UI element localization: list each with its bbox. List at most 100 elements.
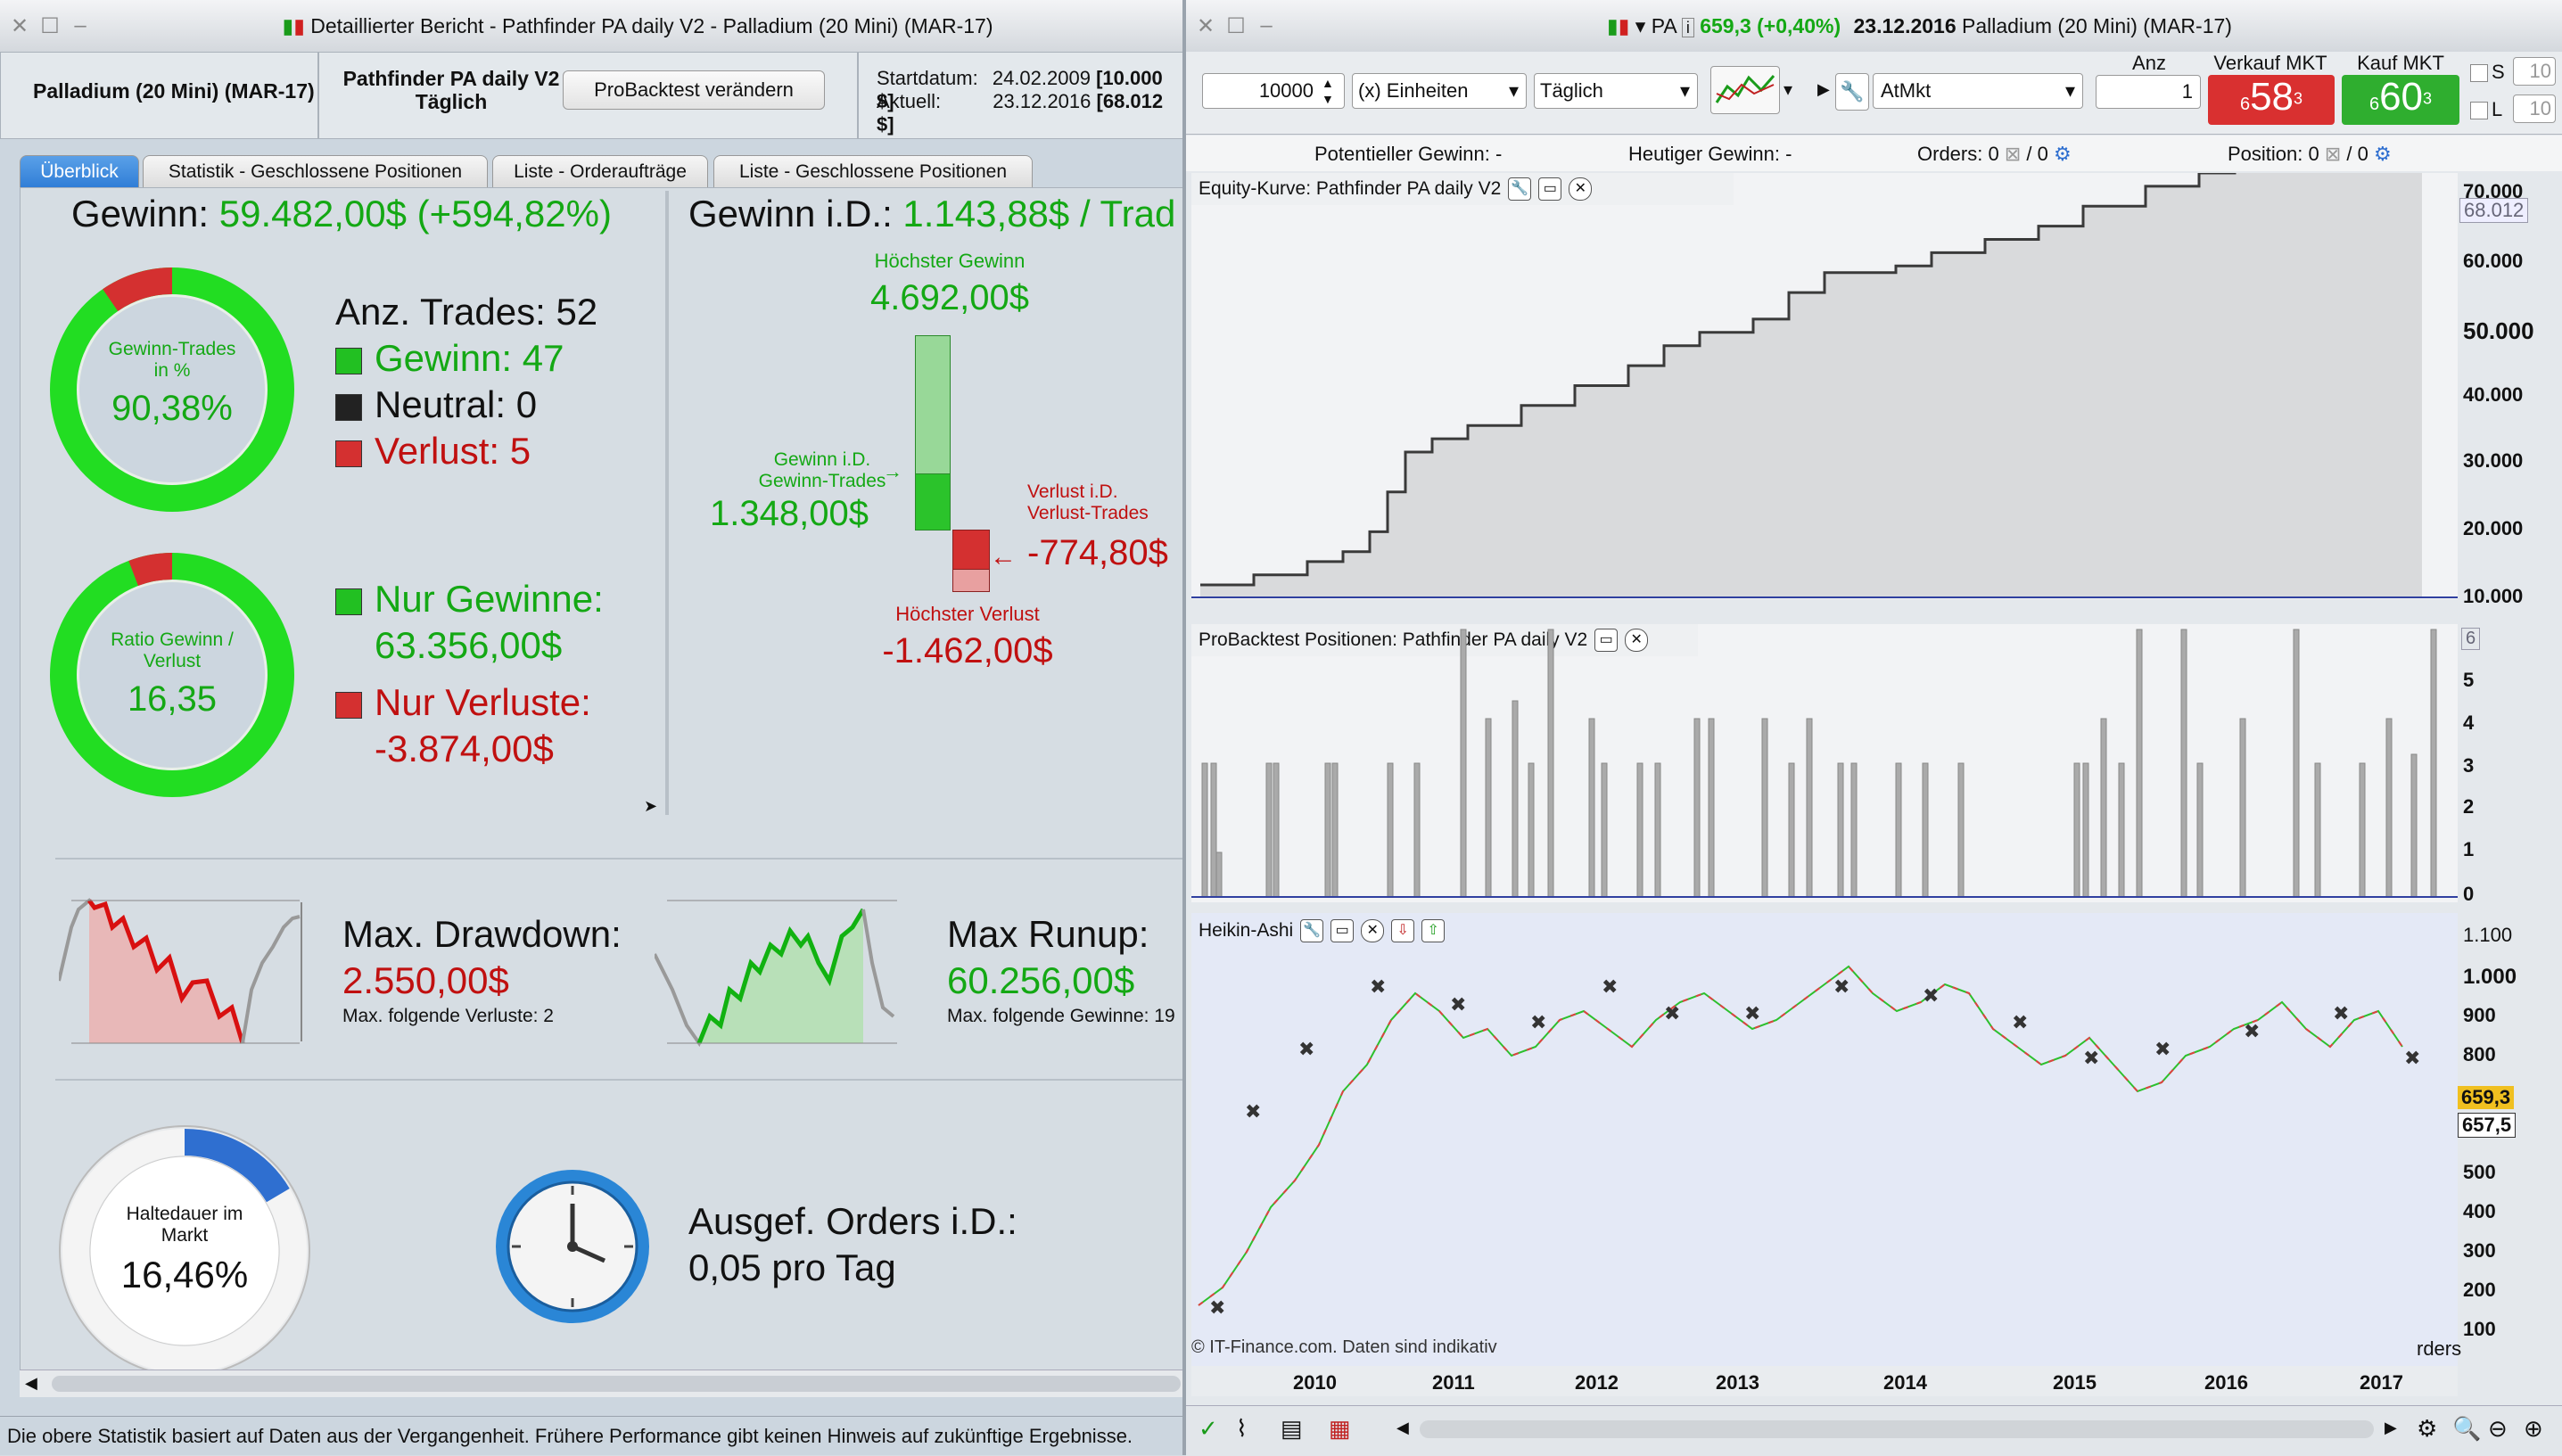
close-icon[interactable]: ✕ bbox=[1361, 919, 1385, 942]
indicator-icon[interactable]: ⌇ bbox=[1236, 1415, 1248, 1442]
zoom-out-icon[interactable]: ⊖ bbox=[2488, 1415, 2508, 1442]
quantity-input[interactable]: 10000 bbox=[1202, 73, 1345, 109]
avg-gain-bar bbox=[915, 473, 951, 531]
window-icon[interactable]: ▭ bbox=[1330, 919, 1355, 942]
chevron-down-icon: ▾ bbox=[1508, 79, 1519, 102]
chevron-down-icon[interactable]: ▾ bbox=[1784, 80, 1793, 100]
position-bar bbox=[1636, 762, 1643, 898]
units-select[interactable]: (x) Einheiten ▾ bbox=[1352, 73, 1527, 109]
anz-input[interactable]: 1 bbox=[2096, 75, 2201, 109]
grid-icon[interactable]: ▦ bbox=[1329, 1415, 1351, 1442]
calculator-icon[interactable]: ▤ bbox=[1281, 1415, 1303, 1442]
buy-prefix: 6 bbox=[2368, 95, 2380, 114]
buy-sup: 3 bbox=[2423, 89, 2433, 108]
tab-order-list[interactable]: Liste - Orderaufträge bbox=[492, 155, 708, 188]
close-icon[interactable]: ✕ bbox=[1625, 629, 1649, 652]
equity-chart bbox=[1191, 173, 2458, 598]
equity-title: Equity-Kurve: Pathfinder PA daily V2 bbox=[1199, 178, 1502, 199]
strategy-name: Pathfinder PA daily V2 bbox=[342, 67, 560, 90]
orders-word: rders bbox=[2417, 1337, 2462, 1360]
year-label: 2012 bbox=[1575, 1371, 1619, 1394]
wrench-icon[interactable]: 🔧 bbox=[1300, 919, 1324, 942]
tab-closed-positions[interactable]: Liste - Geschlossene Positionen bbox=[713, 155, 1033, 188]
gear-icon[interactable]: ⚙ bbox=[2374, 143, 2392, 165]
close-icon[interactable]: ✕ bbox=[1569, 177, 1593, 201]
tab-overview[interactable]: Überblick bbox=[20, 155, 139, 188]
position-bar bbox=[1837, 762, 1844, 898]
position-bar bbox=[1806, 718, 1813, 898]
chart-type-button[interactable] bbox=[1710, 66, 1780, 114]
scrollbar-thumb[interactable] bbox=[52, 1376, 1181, 1392]
equity-tick: 10.000 bbox=[2463, 585, 2524, 607]
start-date-label: Startdatum: bbox=[877, 67, 978, 89]
position-bar bbox=[1708, 718, 1715, 898]
red-square-icon bbox=[335, 440, 362, 467]
settings-icon[interactable]: ⚙ bbox=[2417, 1415, 2438, 1442]
position-bar bbox=[1201, 762, 1208, 898]
current-date: 23.12.2016 bbox=[993, 90, 1092, 112]
info-icon[interactable]: i bbox=[1681, 17, 1694, 37]
minimize-icon[interactable]: ‒ bbox=[1260, 13, 1273, 37]
wrench-icon[interactable]: 🔧 bbox=[1508, 177, 1532, 201]
drawdown-value: 2.550,00$ bbox=[342, 959, 509, 1001]
orders-count: Orders: 0 bbox=[1917, 143, 1999, 165]
green-square-icon bbox=[335, 348, 362, 374]
wins-count: Gewinn: 47 bbox=[375, 337, 564, 379]
position-bar bbox=[1387, 762, 1394, 898]
limit-checkbox[interactable] bbox=[2470, 102, 2488, 119]
report-window: ✕ ☐ ‒ ▮▮ Detaillierter Bericht - Pathfin… bbox=[0, 0, 1184, 1455]
position-bar bbox=[1331, 762, 1339, 898]
cancel-orders-icon[interactable]: ⊠ bbox=[2004, 143, 2022, 165]
dropdown-arrow-icon[interactable]: ▾ bbox=[1635, 13, 1646, 37]
zoom-icon[interactable]: 🔍 bbox=[2452, 1415, 2482, 1442]
maximize-icon[interactable]: ☐ bbox=[40, 13, 60, 38]
horizontal-scrollbar[interactable]: ◀ bbox=[20, 1370, 1184, 1397]
scroll-left-icon[interactable]: ◀ bbox=[25, 1374, 37, 1392]
window-divider[interactable] bbox=[1182, 0, 1188, 1455]
chevron-down-icon: ▾ bbox=[1679, 79, 1690, 102]
maximize-icon[interactable]: ☐ bbox=[1226, 13, 1246, 38]
close-icon[interactable]: ✕ bbox=[10, 13, 29, 38]
modify-backtest-button[interactable]: ProBacktest verändern bbox=[563, 70, 825, 110]
close-position-icon[interactable]: ⊠ bbox=[2324, 143, 2342, 165]
sell-button[interactable]: 6583 bbox=[2208, 75, 2335, 125]
equity-tick: 40.000 bbox=[2463, 383, 2524, 406]
minimize-icon[interactable]: ‒ bbox=[74, 13, 86, 37]
drawdown-label: Max. Drawdown: bbox=[342, 913, 622, 955]
chart-check-icon[interactable]: ✓ bbox=[1199, 1415, 1218, 1442]
only-losses-label: Nur Verluste: bbox=[375, 681, 591, 723]
ratio-donut bbox=[50, 553, 294, 797]
holding-value: 16,46% bbox=[120, 1254, 249, 1296]
chart-scrollbar[interactable] bbox=[1420, 1420, 2374, 1438]
window-icon[interactable]: ▭ bbox=[1594, 629, 1619, 652]
trade-marker-icon: ✖ bbox=[1664, 1002, 1680, 1024]
expand-arrow-icon[interactable]: ▶ bbox=[1817, 80, 1830, 98]
zoom-in-icon[interactable]: ⊕ bbox=[2524, 1415, 2543, 1442]
equity-tick: 50.000 bbox=[2463, 317, 2534, 344]
green-square-icon bbox=[335, 588, 362, 615]
tab-statistics-closed[interactable]: Statistik - Geschlossene Positionen bbox=[143, 155, 488, 188]
quantity-stepper[interactable]: ▲ ▼ bbox=[1322, 76, 1334, 106]
black-square-icon bbox=[335, 394, 362, 421]
mouse-cursor-icon: ➤ bbox=[644, 797, 658, 815]
order-type-select[interactable]: AtMkt ▾ bbox=[1873, 73, 2083, 109]
stop-checkbox[interactable] bbox=[2470, 64, 2488, 82]
positions-tick: 0 bbox=[2463, 883, 2475, 905]
wrench-icon[interactable]: 🔧 bbox=[1835, 73, 1869, 111]
stop-input[interactable]: 10 bbox=[2513, 57, 2556, 86]
price-tick: 100 bbox=[2463, 1318, 2496, 1340]
buy-arrow-icon[interactable]: ⇧ bbox=[1421, 919, 1446, 942]
scroll-left-icon[interactable]: ◀ bbox=[1396, 1419, 1409, 1436]
sell-arrow-icon[interactable]: ⇩ bbox=[1391, 919, 1415, 942]
candlestick-icon: ▮ bbox=[1607, 13, 1619, 37]
gear-icon[interactable]: ⚙ bbox=[2053, 143, 2072, 165]
limit-input[interactable]: 10 bbox=[2513, 95, 2556, 123]
loss-id-trades-label-1: Verlust i.D. bbox=[1027, 481, 1118, 502]
scroll-right-icon[interactable]: ▶ bbox=[2385, 1419, 2397, 1436]
timeframe-select[interactable]: Täglich ▾ bbox=[1534, 73, 1698, 109]
buy-button[interactable]: 6603 bbox=[2342, 75, 2459, 125]
position-bar bbox=[1693, 718, 1701, 898]
window-icon[interactable]: ▭ bbox=[1538, 177, 1562, 201]
close-icon[interactable]: ✕ bbox=[1196, 13, 1215, 38]
current-value: [68.012 $] bbox=[877, 90, 1164, 136]
